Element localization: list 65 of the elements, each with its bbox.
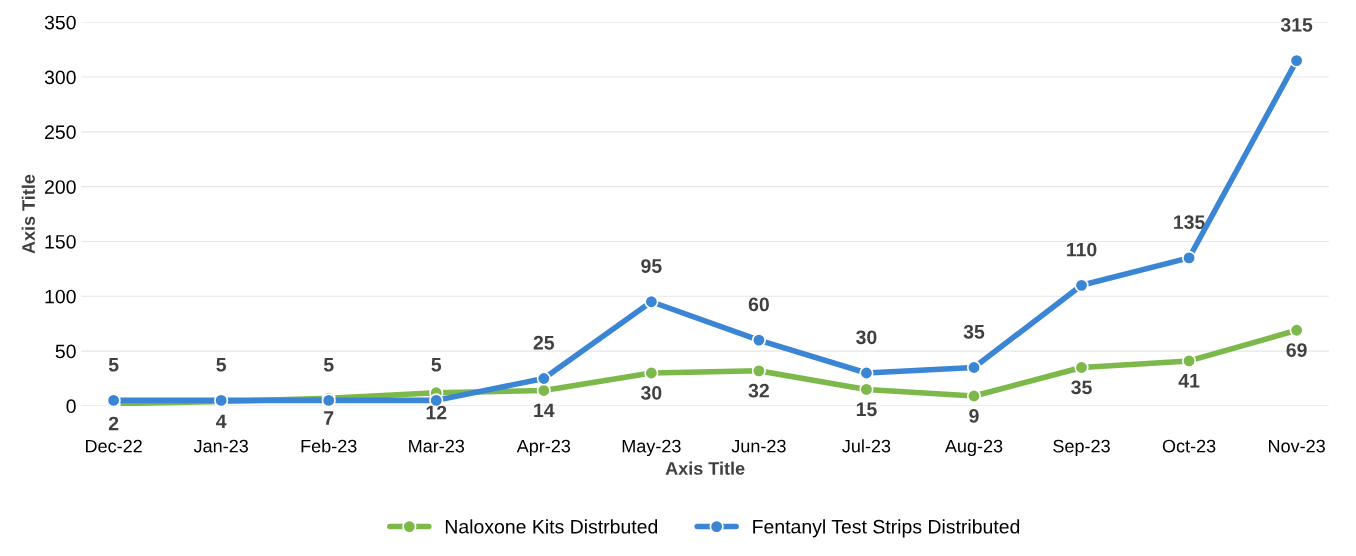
x-tick-label: Apr-23 — [516, 439, 571, 457]
data-label: 9 — [969, 408, 979, 423]
x-tick-label: May-23 — [622, 439, 681, 457]
point — [536, 383, 551, 398]
data-label: 7 — [324, 411, 334, 425]
x-tick-label: Feb-23 — [301, 439, 357, 453]
data-label: 30 — [640, 385, 662, 400]
x-tick-label: Jan-23 — [193, 439, 248, 453]
point — [1181, 250, 1197, 265]
data-label: 4 — [216, 414, 227, 429]
point — [859, 382, 874, 397]
point — [1074, 278, 1089, 293]
data-label: 14 — [534, 403, 555, 418]
legend-label: Naloxone Kits Distrbuted — [445, 519, 658, 534]
data-label: 69 — [1286, 343, 1307, 357]
data-label: 12 — [426, 405, 447, 420]
data-label: 32 — [748, 383, 769, 398]
x-tick-label: Jun-23 — [731, 439, 786, 453]
data-label: 15 — [856, 402, 877, 417]
point — [644, 294, 659, 309]
y-tick-label: 250 — [45, 125, 76, 140]
data-label: 2 — [108, 416, 119, 431]
y-axis-title: Axis Title — [21, 174, 35, 254]
x-tick-label: Jul-23 — [842, 439, 891, 453]
data-label: 41 — [1178, 374, 1200, 388]
data-label: 315 — [1280, 17, 1313, 32]
data-label: 95 — [641, 259, 662, 273]
data-label: 60 — [748, 297, 769, 312]
point — [751, 333, 766, 348]
data-label: 5 — [108, 357, 119, 372]
y-tick-label: 50 — [55, 344, 76, 359]
y-tick-label: 100 — [45, 289, 76, 304]
x-tick-label: Aug-23 — [944, 439, 1003, 457]
data-label: 5 — [431, 357, 442, 372]
data-label: 35 — [963, 324, 985, 339]
data-label: 35 — [1071, 380, 1092, 395]
x-tick-label: Sep-23 — [1053, 439, 1110, 457]
point — [751, 363, 766, 378]
point — [1289, 53, 1304, 68]
data-label: 110 — [1067, 242, 1097, 257]
y-tick-label: 350 — [44, 15, 76, 30]
data-label: 5 — [323, 357, 334, 372]
y-tick-label: 0 — [66, 399, 76, 414]
data-label: 135 — [1174, 215, 1205, 230]
x-tick-label: Mar-23 — [409, 439, 465, 453]
data-label: 30 — [856, 330, 877, 345]
data-label: 25 — [533, 335, 555, 350]
point — [966, 360, 982, 375]
legend-label: Fentanyl Test Strips Distributed — [753, 519, 1020, 538]
x-axis-title: Axis Title — [665, 461, 745, 475]
y-tick-label: 300 — [44, 70, 76, 85]
point — [1074, 360, 1089, 375]
point — [644, 365, 659, 381]
x-tick-label: Oct-23 — [1162, 439, 1216, 453]
point — [536, 371, 551, 386]
x-tick-label: Dec-22 — [86, 439, 142, 453]
y-tick-label: 200 — [45, 180, 76, 194]
point — [859, 365, 874, 381]
y-tick-label: 150 — [45, 234, 76, 249]
point — [429, 393, 444, 406]
point — [1289, 323, 1304, 338]
point — [1181, 353, 1197, 369]
point — [966, 388, 982, 404]
x-tick-label: Nov-23 — [1269, 439, 1325, 453]
data-label: 5 — [216, 357, 227, 372]
